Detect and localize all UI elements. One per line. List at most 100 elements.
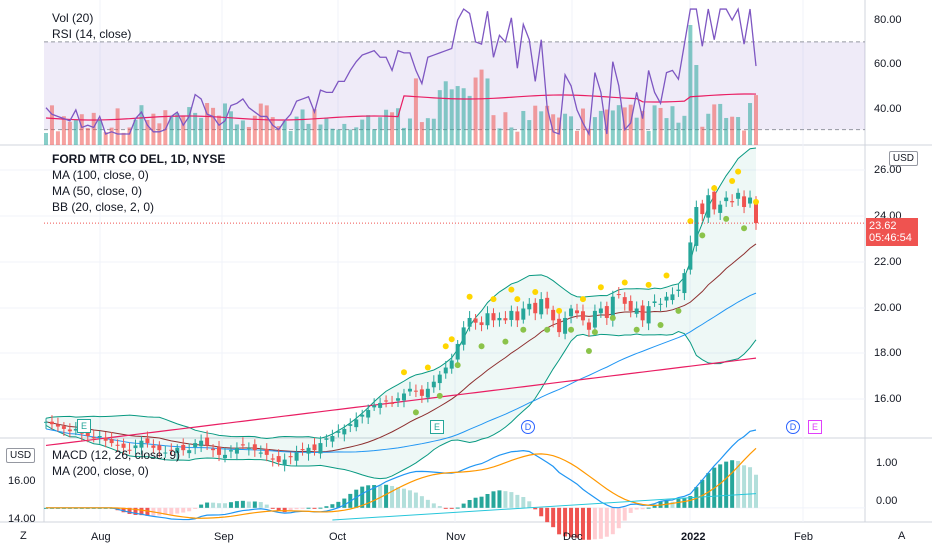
macd-histogram-bar (378, 485, 383, 508)
candle-body (300, 449, 305, 451)
macd-histogram-bar (276, 507, 281, 511)
candle-body (604, 306, 609, 318)
macd-histogram-bar (670, 501, 675, 508)
volume-bar (419, 122, 424, 145)
volume-bar (521, 110, 526, 145)
earnings-marker[interactable]: E (430, 420, 444, 434)
macd-histogram-bar (628, 507, 633, 513)
auto-scale-button[interactable]: A (898, 530, 906, 542)
bb-lower-line (45, 331, 757, 480)
timezone-button[interactable]: Z (20, 530, 27, 542)
volume-bar (270, 117, 275, 145)
candle-body (503, 318, 508, 321)
macd-histogram-bar (575, 507, 580, 538)
macd-histogram-bar (425, 499, 430, 508)
candle-body (91, 437, 96, 439)
volume-bar (336, 129, 341, 145)
macd-histogram-bar (252, 501, 257, 508)
volume-bar (730, 116, 735, 145)
volume-bar (85, 128, 90, 145)
macd-histogram-bar (569, 507, 574, 538)
macd-histogram-bar (598, 507, 603, 539)
candle-body (634, 308, 639, 314)
candle-body (497, 317, 502, 321)
volume-bar (670, 106, 675, 145)
macd-histogram-bar (539, 507, 544, 517)
ma200-legend[interactable]: MA (200, close, 0) (52, 464, 149, 478)
volume-bar (145, 119, 150, 145)
macd-legend[interactable]: MACD (12, 26, close, 9) (52, 448, 181, 462)
signal-dot-yellow (729, 178, 736, 185)
volume-bar (742, 130, 747, 145)
dividend-marker[interactable]: D (786, 420, 800, 434)
candle-body (97, 436, 102, 438)
dividend-marker[interactable]: D (521, 420, 535, 434)
volume-bar (396, 108, 401, 145)
candle-body (360, 414, 365, 417)
volume-bar (157, 123, 162, 145)
volume-bar (318, 124, 323, 145)
symbol-title[interactable]: FORD MTR CO DEL, 1D, NYSE (52, 152, 226, 166)
candle-body (115, 444, 120, 446)
candle-body (312, 444, 317, 451)
candle-body (557, 318, 562, 333)
price-axis-label-26: 26.00 (874, 164, 902, 176)
currency-badge[interactable]: USD (888, 151, 918, 166)
macd-currency-badge[interactable]: USD (6, 448, 36, 463)
signal-dot-green (723, 215, 730, 222)
volume-bar (103, 132, 108, 145)
macd-histogram-bar (592, 507, 597, 540)
candle-body (270, 458, 275, 460)
time-label-nov: Nov (446, 531, 466, 543)
candle-body (324, 438, 329, 440)
candle-body (240, 444, 245, 446)
rsi-line (45, 7, 757, 137)
volume-bar (133, 119, 138, 145)
candle-body (73, 428, 78, 431)
volume-bar (55, 131, 60, 145)
volume-bar (306, 123, 311, 145)
signal-dot-yellow (532, 289, 539, 295)
candle-body (592, 310, 597, 328)
candle-body (264, 448, 269, 455)
bb-legend[interactable]: BB (20, close, 2, 0) (52, 200, 155, 214)
candle-body (193, 443, 198, 448)
volume-bar (646, 130, 651, 145)
volume-bar (563, 113, 568, 145)
macd-histogram-bar (718, 464, 723, 508)
volume-bar (509, 127, 514, 145)
macd-histogram-bar (616, 507, 621, 529)
candle-body (545, 297, 550, 309)
macd-histogram-bar (306, 507, 311, 509)
candle-body (521, 308, 526, 320)
volume-bar (545, 105, 550, 145)
signal-dot-yellow (400, 369, 407, 376)
volume-bar (682, 115, 687, 145)
candle-body (718, 204, 723, 213)
candle-body (342, 428, 347, 435)
rsi-axis-label-80: 80.00 (874, 14, 902, 26)
macd-histogram-bar (205, 502, 210, 508)
volume-bar (276, 126, 281, 145)
vol-legend[interactable]: Vol (20) (52, 11, 94, 25)
macd-histogram-bar (127, 507, 132, 514)
signal-dot-yellow (735, 168, 742, 175)
rsi-band (44, 41, 865, 130)
ma50-legend[interactable]: MA (50, close, 0) (52, 184, 143, 198)
candle-body (121, 443, 126, 448)
candle-body (407, 388, 412, 392)
ma100-legend[interactable]: MA (100, close, 0) (52, 168, 149, 182)
volume-bar (461, 88, 466, 145)
time-label-sep: Sep (214, 531, 234, 543)
macd-histogram-bar (354, 489, 359, 508)
earnings-marker[interactable]: E (808, 420, 822, 434)
rsi-legend[interactable]: RSI (14, close) (52, 27, 132, 41)
macd-histogram-bar (431, 503, 436, 508)
macd-histogram-bar (748, 467, 753, 508)
earnings-marker[interactable]: E (77, 419, 91, 433)
rsi-axis-label-40: 40.00 (874, 103, 902, 115)
macd-histogram-bar (503, 491, 508, 508)
volume-bar (294, 116, 299, 145)
volume-bar (384, 109, 389, 145)
